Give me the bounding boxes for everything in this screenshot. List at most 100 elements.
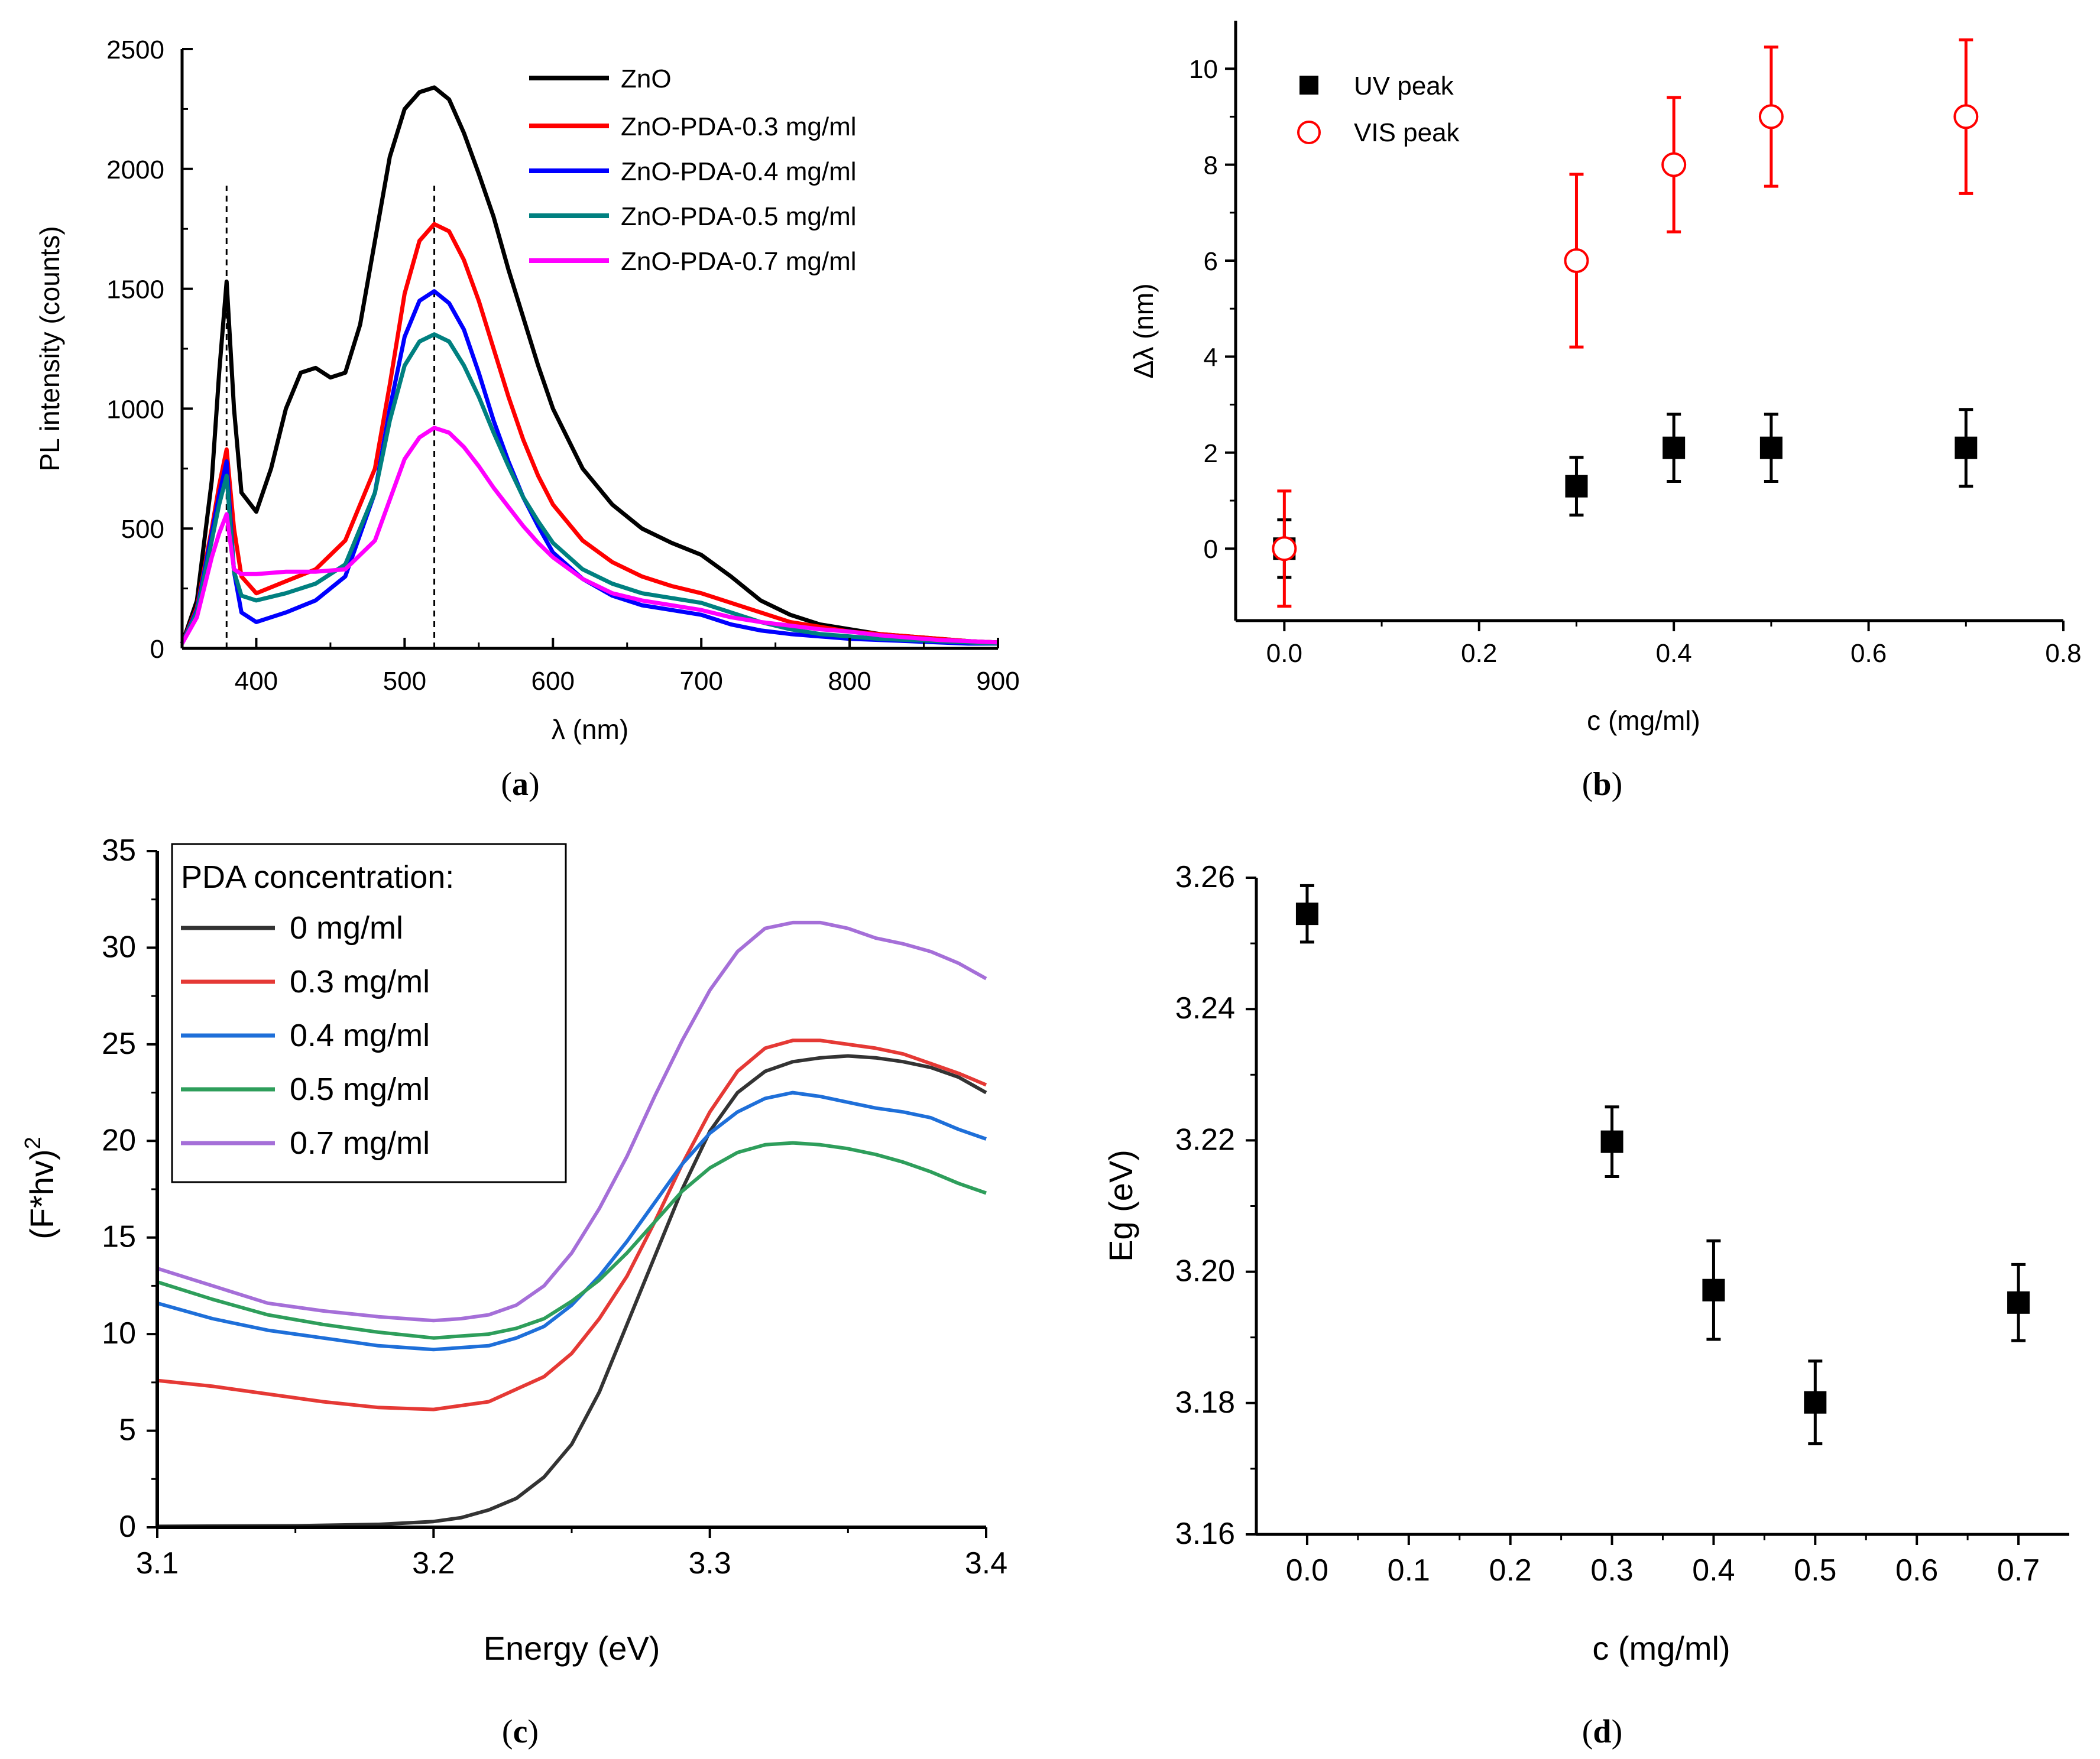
panel-a-legend: ZnO ZnO-PDA-0.3 mg/ml ZnO-PDA-0.4 mg/ml … (529, 64, 857, 276)
legend-label-vis: VIS peak (1354, 118, 1460, 147)
panel-c-ytick-label: 30 (102, 930, 136, 964)
marker-circle (1272, 536, 1297, 562)
panel-d-ytick-label: 3.20 (1175, 1254, 1235, 1289)
panel-d-ytick-label: 3.16 (1175, 1517, 1235, 1551)
marker-square (2007, 1291, 2030, 1314)
marker-square (1702, 1278, 1725, 1302)
panel-c-ylabel-base: (F*hv) (23, 1149, 60, 1239)
panel-d-xtick-label: 0.0 (1286, 1553, 1328, 1588)
panel-a-xlabel: λ (nm) (552, 714, 628, 745)
panel-b-xtick-label: 0.2 (1461, 639, 1497, 668)
panel-a: 400 500 600 700 800 900 05001000150020002500 … (34, 35, 1020, 803)
panel-a-ytick-label: 2000 (106, 155, 164, 184)
panel-d-ytick-label: 3.22 (1175, 1122, 1235, 1157)
marker-square (1759, 436, 1783, 459)
legend-label-05: 0.5 mg/ml (290, 1072, 430, 1107)
panel-a-xtick-label: 900 (976, 667, 1019, 696)
panel-c-xtick-label: 3.2 (412, 1546, 455, 1580)
panel-d-xtick-label: 0.3 (1590, 1553, 1633, 1588)
legend-label-0-7: ZnO-PDA-0.7 mg/ml (621, 247, 857, 276)
data-point-eg (1702, 1239, 1725, 1341)
panel-a-ytick-label: 0 (150, 635, 164, 664)
panel-d-letter: d (1593, 1713, 1611, 1750)
data-point-vis-peak (1272, 489, 1297, 608)
panel-d-xtick-label: 0.7 (1997, 1553, 2040, 1588)
panel-c-ytick-label: 0 (119, 1510, 136, 1544)
panel-b-ytick-label: 4 (1204, 343, 1218, 372)
panel-d-xtick-label: 0.5 (1794, 1553, 1836, 1588)
panel-b-ytick-label: 2 (1204, 439, 1218, 468)
panel-c-ytick-label: 20 (102, 1123, 136, 1157)
panel-c-ylabel: (F*hv)2 (21, 1137, 60, 1239)
marker-square (1295, 903, 1318, 926)
panel-b-ylabel: Δλ (nm) (1128, 283, 1159, 378)
panel-a-xtick-label: 600 (532, 667, 575, 696)
marker-square (1600, 1130, 1623, 1153)
panel-a-xtick-label: 800 (828, 667, 871, 696)
legend-label-0-4: ZnO-PDA-0.4 mg/ml (621, 157, 857, 186)
panel-d-xtick-label: 0.1 (1388, 1553, 1430, 1588)
marker-circle (1661, 152, 1687, 177)
panel-a-ytick-label: 500 (121, 515, 164, 544)
legend-marker-uv (1299, 76, 1318, 95)
data-point-uv-peak (1955, 408, 1978, 488)
panel-b-xtick-label: 0.6 (1851, 639, 1887, 668)
panel-a-ytick-label: 1500 (106, 275, 164, 304)
panel-c-ytick-label: 25 (102, 1027, 136, 1061)
marker-square (1804, 1391, 1827, 1414)
panel-c-label: (c) (502, 1713, 539, 1750)
panel-c-ytick-label: 5 (119, 1413, 136, 1448)
panel-a-xtick-label: 700 (679, 667, 722, 696)
marker-square (1662, 436, 1686, 459)
panel-d-xtick-label: 0.2 (1489, 1553, 1532, 1588)
data-point-eg (1295, 884, 1318, 944)
legend-label-04: 0.4 mg/ml (290, 1018, 430, 1053)
series-line-zno-pda-0-3-mg-ml (180, 222, 999, 645)
panel-d-label: (d) (1582, 1713, 1622, 1750)
series-line-zno-pda-0-4-mg-ml (180, 289, 998, 646)
panel-c-ylabel-sup: 2 (21, 1137, 46, 1149)
panel-b-ytick-label: 10 (1189, 55, 1218, 84)
panel-c-xtick-label: 3.1 (136, 1546, 179, 1580)
panel-b-xtick-label: 0.0 (1266, 639, 1302, 668)
panel-a-label: (a) (501, 766, 539, 803)
series-line-zno (180, 85, 999, 645)
legend-title: PDA concentration: (181, 859, 454, 895)
panel-c-letter: c (513, 1713, 528, 1750)
marker-square (1565, 475, 1588, 498)
panel-d-ytick-label: 3.26 (1175, 860, 1235, 894)
series-line-0-3-mg-ml (157, 1038, 987, 1411)
series-line-0-mg-ml (157, 1054, 987, 1528)
panel-d-xtick-label: 0.4 (1692, 1553, 1735, 1588)
panel-b-ytick-label: 0 (1204, 535, 1218, 564)
panel-a-letter: a (512, 766, 529, 803)
panel-b-ytick-label: 8 (1204, 151, 1218, 180)
panel-c-legend: PDA concentration: 0 mg/ml 0.3 mg/ml 0.4… (171, 843, 567, 1183)
data-point-eg (1804, 1359, 1827, 1446)
panel-b-legend: UV peak VIS peak (1297, 72, 1460, 147)
panel-a-ytick-label: 2500 (106, 35, 164, 64)
data-point-vis-peak (1564, 173, 1589, 349)
data-point-uv-peak (1565, 456, 1588, 517)
marker-square (1955, 436, 1978, 459)
panel-c-xtick-label: 3.4 (965, 1546, 1007, 1580)
data-point-eg (2007, 1263, 2030, 1342)
panel-a-ylabel: PL intensity (counts) (34, 226, 65, 471)
panel-b-letter: b (1593, 766, 1611, 803)
panel-a-xtick-label: 400 (235, 667, 278, 696)
legend-label-07: 0.7 mg/ml (290, 1125, 430, 1161)
panel-b-label: (b) (1582, 766, 1622, 803)
marker-circle (1758, 104, 1784, 129)
panel-b: 0.0 0.2 0.4 0.6 0.8 0 2 4 6 8 10 c (mg/ml) Δλ (nm… (1128, 21, 2082, 803)
series-line-zno-pda-0-5-mg-ml (180, 332, 999, 646)
panel-d-xtick-label: 0.6 (1895, 1553, 1938, 1588)
series-line-0-4-mg-ml (157, 1091, 987, 1352)
data-point-eg (1600, 1105, 1623, 1179)
series-line-0-7-mg-ml (157, 920, 987, 1323)
panel-c-ytick-label: 35 (102, 833, 136, 868)
panel-d-xlabel: c (mg/ml) (1592, 1630, 1730, 1667)
panel-d-ytick-label: 3.18 (1175, 1385, 1235, 1420)
panel-b-xlabel: c (mg/ml) (1587, 705, 1700, 736)
